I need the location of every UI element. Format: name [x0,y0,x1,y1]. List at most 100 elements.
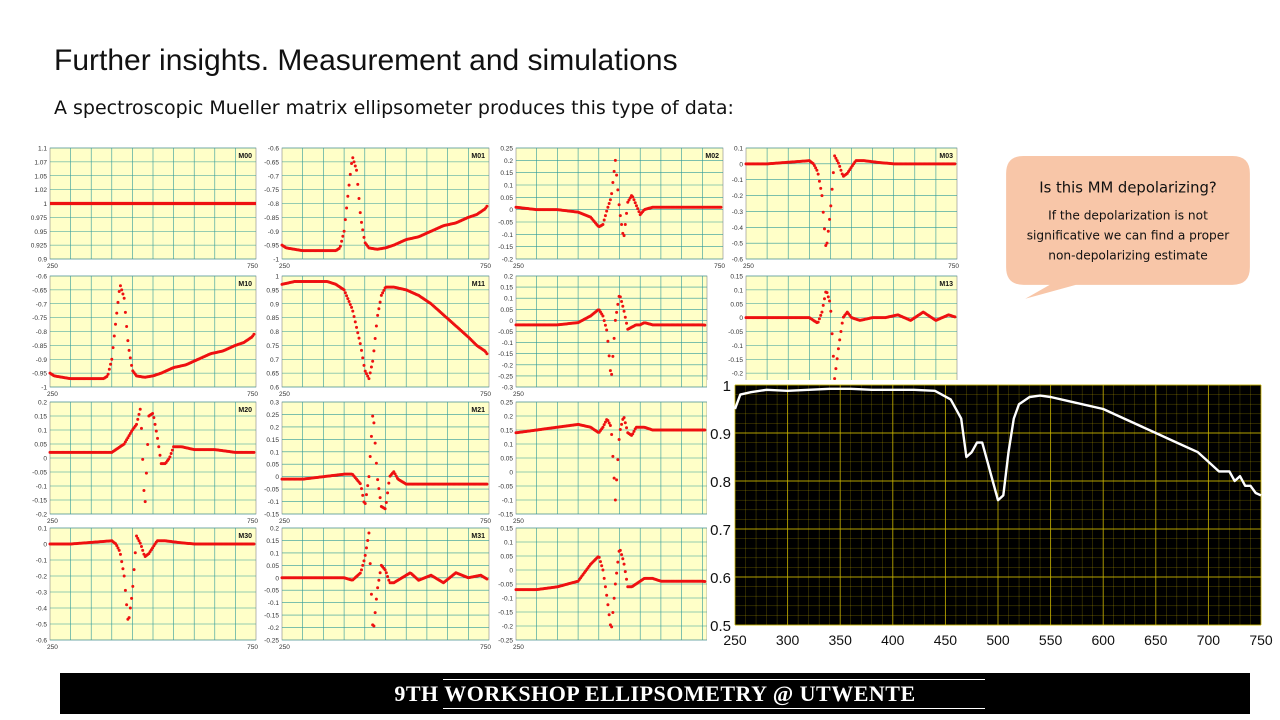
data-point [115,544,119,548]
y-tick-label: 0.6 [270,385,279,392]
data-point [618,295,622,299]
y-tick-label: 0 [43,542,47,549]
y-tick-label: -0.05 [498,329,513,336]
data-point [353,164,357,168]
data-point [602,319,606,323]
data-point [601,568,605,572]
y-tick-label: -0.2 [268,625,280,632]
y-tick-label: 1.07 [34,159,47,166]
data-point [139,545,143,549]
data-point [831,354,835,358]
callout-body-line-2: significative we can find a proper [1027,229,1230,243]
data-point [625,321,629,325]
data-point [834,367,838,371]
data-point [372,624,376,628]
data-point [377,307,381,311]
y-tick-label: -1 [41,385,47,392]
panel-m02: 0.25 0.2 0.15 0.1 0.05 0 -0.05 -0.1 -0.15 -0.2250… [498,146,725,271]
data-point [117,548,121,552]
panel-id-label: M02 [705,153,719,160]
x-tick-label: 250 [47,644,58,651]
y-tick-label: -0.95 [32,371,47,378]
big-y-tick-label: 0.7 [710,522,731,539]
data-point [378,571,382,575]
data-point [374,461,378,465]
data-point [829,309,833,313]
y-tick-label: 0.3 [270,400,279,407]
data-point [352,315,356,319]
data-point [828,217,832,221]
y-tick-label: 0 [275,474,279,481]
data-point [348,172,352,176]
y-tick-label: -0.2 [502,624,514,631]
y-tick-label: -0.05 [498,220,513,227]
y-tick-label: -0.15 [498,244,513,251]
data-point [343,291,347,295]
data-point [359,220,363,224]
data-point [151,411,155,415]
data-point [106,372,110,376]
y-tick-label: -0.2 [502,257,514,264]
data-point [350,162,354,166]
y-tick-label: -0.05 [264,588,279,595]
data-point [618,548,622,552]
data-point [621,557,625,561]
data-point [366,538,370,542]
data-point [127,616,131,620]
data-point [120,288,124,292]
y-tick-label: 0.1 [38,526,47,533]
big-x-tick-label: 350 [829,632,853,648]
panel-m01: -0.6 -0.65 -0.7 -0.75 -0.8 -0.85 -0.9 -0.95 -125… [264,146,491,271]
footer-text: 9TH WORKSHOP ELLIPSOMETRY @ UTWENTE [394,681,916,706]
y-tick-label: -0.4 [36,606,48,613]
x-tick-label: 250 [279,518,290,525]
data-point [821,303,825,307]
data-point [485,352,489,356]
data-point [819,186,823,190]
y-tick-label: -0.75 [264,187,279,194]
y-tick-label: -0.15 [264,613,279,620]
data-point [362,363,366,367]
callout-heading: Is this MM depolarizing? [1039,180,1217,197]
data-point [622,416,626,420]
data-point [112,334,116,338]
data-point [343,218,347,222]
y-tick-label: -0.15 [498,351,513,358]
data-point [152,416,156,420]
data-point [381,291,385,295]
data-point [815,168,819,172]
data-point [618,214,622,218]
y-tick-label: -0.1 [268,600,280,607]
y-tick-label: -0.1 [502,596,514,603]
panel-id-label: M11 [472,281,485,288]
data-point [394,474,398,478]
panel-m13: 0.150.10.050-0.05-0.1-0.15-0.2-0.2525075… [728,274,959,399]
data-point [373,441,377,445]
y-tick-label: 0.2 [504,274,513,281]
y-tick-label: 0.15 [34,414,47,421]
data-point [357,336,361,340]
data-point [598,560,602,564]
data-point [835,159,839,163]
panel-id-label: M21 [471,407,485,414]
data-point [359,348,363,352]
data-point [608,369,612,373]
x-tick-label: 250 [47,263,58,270]
data-point [363,553,367,557]
data-point [357,197,361,201]
y-tick-label: 0.2 [270,526,279,533]
data-point [122,574,126,578]
data-point [840,172,844,176]
data-point [355,325,359,329]
y-tick-label: 1.05 [34,173,47,180]
y-tick-label: 0.15 [500,285,513,292]
panel-id-label: M31 [471,533,485,540]
y-tick-label: -0.65 [264,159,279,166]
data-point [602,576,606,580]
y-tick-label: 0.25 [500,400,513,407]
data-point [812,163,816,167]
data-point [367,475,371,479]
data-point [374,324,378,328]
